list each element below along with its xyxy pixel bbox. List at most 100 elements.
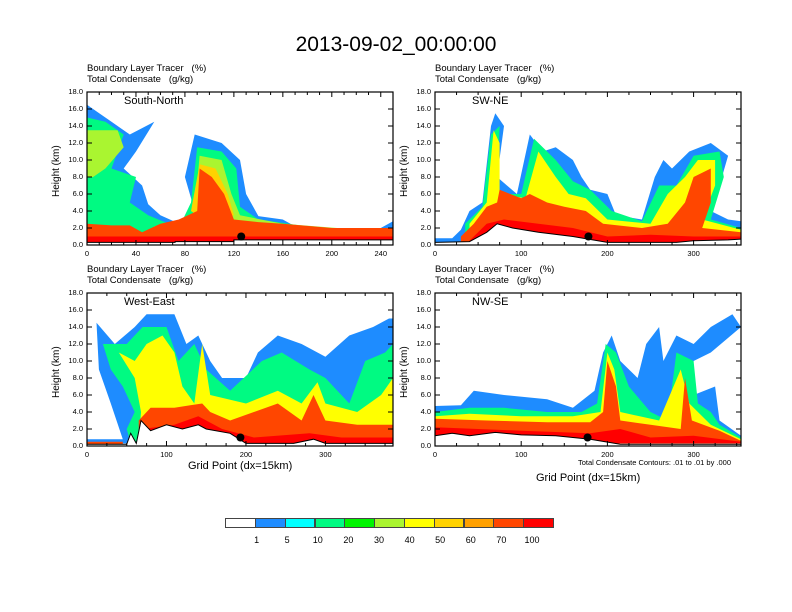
panel-subtitle-condensate: Total Condensate (g/kg) xyxy=(435,74,542,85)
y-tick-label: 18.0 xyxy=(416,288,431,297)
plot-frame xyxy=(434,91,742,246)
y-tick-label: 2.0 xyxy=(420,424,431,433)
colorbar-label: 50 xyxy=(435,535,446,545)
y-tick-label: 4.0 xyxy=(72,206,83,215)
y-tick-label: 6.0 xyxy=(72,390,83,399)
x-axis-label: Grid Point (dx=15km) xyxy=(536,472,641,484)
y-tick-label: 18.0 xyxy=(416,87,431,96)
x-tick-label: 300 xyxy=(687,249,700,258)
colorbar-label: 60 xyxy=(465,535,476,545)
y-tick-label: 10.0 xyxy=(416,155,431,164)
x-tick-label: 40 xyxy=(131,249,141,258)
colorbar-box xyxy=(493,518,524,528)
x-tick-label: 300 xyxy=(319,450,332,459)
y-tick-label: 10.0 xyxy=(68,155,83,164)
x-tick-label: 0 xyxy=(84,450,90,459)
colorbar-label: 70 xyxy=(496,535,507,545)
y-tick-label: 6.0 xyxy=(420,189,431,198)
x-tick-label: 100 xyxy=(514,450,528,459)
y-tick-label: 0.0 xyxy=(420,441,431,450)
x-tick-label: 300 xyxy=(687,450,700,459)
cross-section-plot xyxy=(434,292,742,447)
y-tick-label: 4.0 xyxy=(420,407,431,416)
colorbar-box xyxy=(463,518,495,528)
location-marker xyxy=(236,433,245,442)
y-tick-label: 0.0 xyxy=(420,240,431,249)
colorbar-label: 30 xyxy=(373,535,384,545)
y-tick-label: 2.0 xyxy=(72,223,83,232)
y-tick-label: 18.0 xyxy=(68,288,83,297)
panel-label: West-East xyxy=(124,296,175,308)
location-marker xyxy=(237,232,246,241)
y-tick-label: 2.0 xyxy=(72,424,83,433)
y-tick-label: 12.0 xyxy=(68,339,83,348)
x-tick-label: 200 xyxy=(601,249,614,258)
y-tick-label: 16.0 xyxy=(416,305,431,314)
x-tick-label: 80 xyxy=(180,249,190,258)
y-tick-label: 0.0 xyxy=(72,441,83,450)
colorbar-labels: 1 5 10 20 30 40 50 60 70 100 xyxy=(226,535,566,547)
tracer-region-level-6 xyxy=(435,352,741,444)
panel-subtitle-condensate: Total Condensate (g/kg) xyxy=(87,275,194,286)
tracer-region-level-9 xyxy=(435,361,741,444)
panel-west-east: West-East xyxy=(86,292,394,447)
y-tick-label: 18.0 xyxy=(68,87,83,96)
x-tick-label: 200 xyxy=(601,450,614,459)
panel-subtitle-tracer: Boundary Layer Tracer (%) xyxy=(435,264,555,275)
colorbar-label: 1 xyxy=(254,535,260,545)
colorbar-box xyxy=(523,518,554,528)
colorbar-box xyxy=(314,518,346,528)
y-tick-label: 6.0 xyxy=(420,390,431,399)
y-tick-label: 12.0 xyxy=(416,339,431,348)
y-tick-label: 8.0 xyxy=(72,373,83,382)
colorbar-box xyxy=(374,518,405,528)
terrain-fill xyxy=(435,223,741,245)
y-tick-label: 16.0 xyxy=(416,104,431,113)
y-tick-label: 8.0 xyxy=(420,373,431,382)
x-tick-label: 100 xyxy=(514,249,528,258)
tracer-region-level-5 xyxy=(87,130,124,177)
y-tick-label: 16.0 xyxy=(68,104,83,113)
y-tick-label: 8.0 xyxy=(72,172,83,181)
filled-contours xyxy=(87,104,393,245)
panel-subtitle-tracer: Boundary Layer Tracer (%) xyxy=(87,63,207,74)
location-marker xyxy=(583,433,592,442)
colorbar xyxy=(225,518,554,528)
panel-label: SW-NE xyxy=(472,95,509,107)
x-tick-label: 160 xyxy=(276,249,290,258)
y-tick-label: 0.0 xyxy=(72,240,83,249)
y-tick-label: 14.0 xyxy=(68,121,83,130)
cross-section-plot xyxy=(86,292,394,447)
panel-subtitle-condensate: Total Condensate (g/kg) xyxy=(435,275,542,286)
x-tick-label: 240 xyxy=(374,249,387,258)
y-tick-label: 8.0 xyxy=(420,172,431,181)
colorbar-label: 40 xyxy=(404,535,415,545)
y-tick-label: 4.0 xyxy=(420,206,431,215)
contour-note: Total Condensate Contours: .01 to .01 by… xyxy=(578,458,732,467)
panel-south-north: South-North xyxy=(86,91,394,246)
x-tick-label: 0 xyxy=(84,249,90,258)
filled-contours xyxy=(435,314,741,446)
y-tick-label: 14.0 xyxy=(68,322,83,331)
y-tick-label: 14.0 xyxy=(416,121,431,130)
terrain-line xyxy=(87,419,393,445)
terrain-fill xyxy=(87,239,393,245)
x-tick-label: 0 xyxy=(432,249,438,258)
tracer-region-level-9 xyxy=(87,441,123,445)
tracer-region-level-9 xyxy=(87,168,393,243)
x-axis-label: Grid Point (dx=15km) xyxy=(188,460,293,472)
colorbar-label: 20 xyxy=(343,535,354,545)
y-tick-label: 6.0 xyxy=(72,189,83,198)
filled-contours xyxy=(87,314,393,446)
panel-nw-se: NW-SE xyxy=(434,292,742,447)
colorbar-box xyxy=(255,518,286,528)
x-tick-label: 100 xyxy=(160,450,173,459)
cross-section-plot xyxy=(86,91,394,246)
tracer-region-level-1 xyxy=(87,104,393,241)
main-title: 2013-09-02_00:00:00 xyxy=(295,33,497,56)
y-tick-label: 12.0 xyxy=(68,138,83,147)
panel-sw-ne: SW-NE xyxy=(434,91,742,246)
plot-frame xyxy=(434,292,742,447)
x-tick-label: 120 xyxy=(227,249,241,258)
filled-contours xyxy=(435,113,741,245)
